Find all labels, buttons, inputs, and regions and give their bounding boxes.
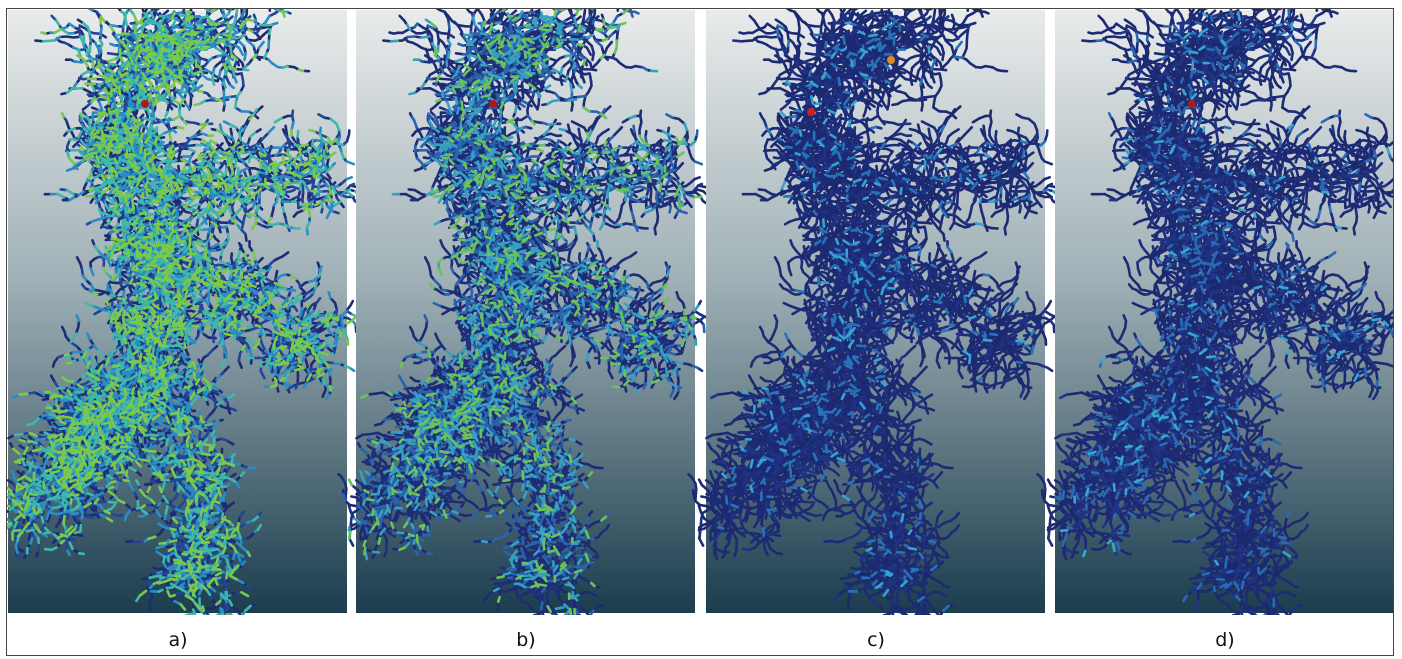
hot-spot [807,108,815,116]
panel [7,9,379,615]
hot-spot [1188,100,1196,108]
panel [339,9,728,615]
panel-label: b) [356,629,696,651]
panel-label: d) [1055,629,1395,651]
hot-spot [489,100,497,108]
panel-label: a) [8,629,348,651]
figure: a) b) c) d) [6,8,1394,656]
panel [689,9,1078,615]
hot-spot [141,100,149,108]
panel [1038,9,1394,615]
hot-spot [887,56,895,64]
panel-label: c) [706,629,1046,651]
panels [7,9,1393,615]
page: a) b) c) d) (() => { const data = JSON.p… [0,0,1402,659]
